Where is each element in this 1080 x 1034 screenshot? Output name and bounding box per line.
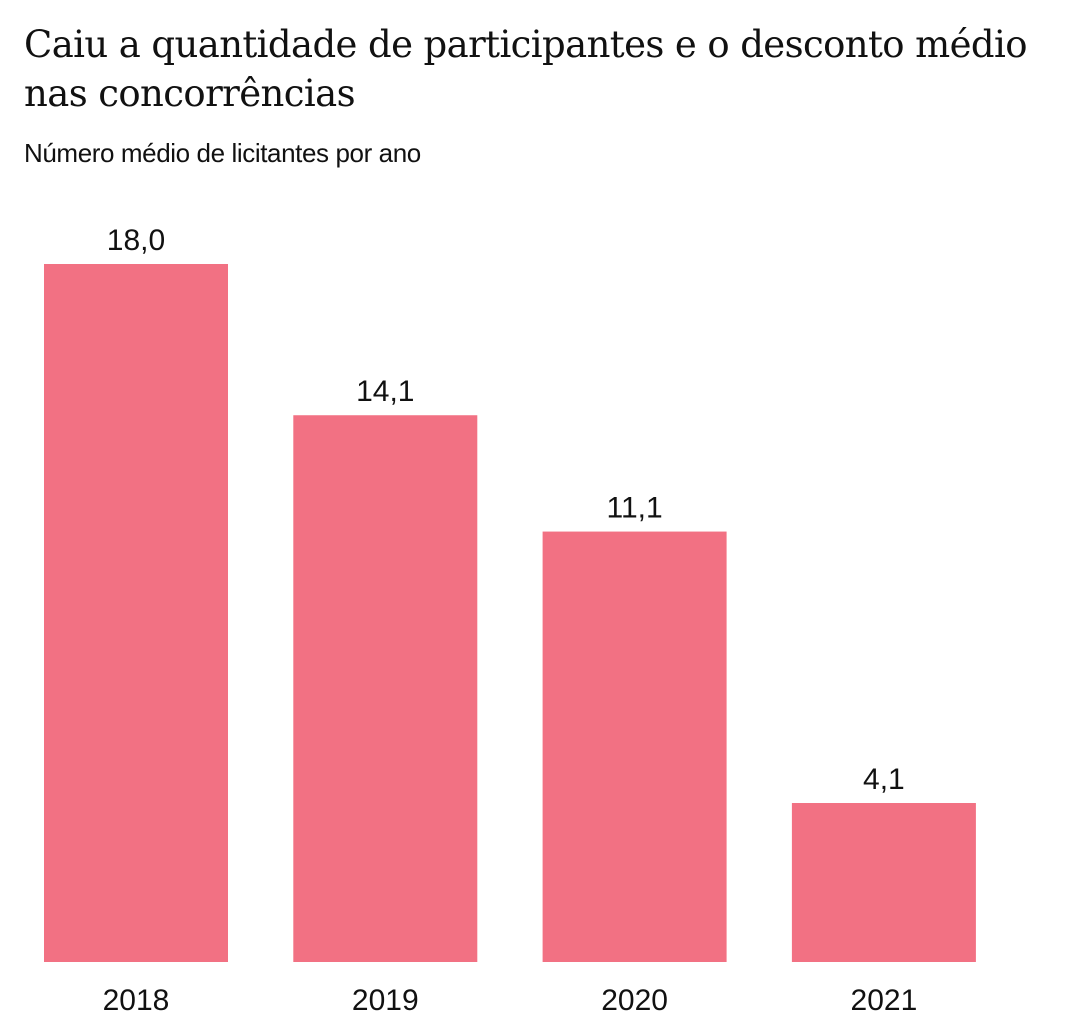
value-label-2020: 11,1	[607, 492, 663, 525]
chart-title: Caiu a quantidade de participantes e o d…	[24, 23, 1028, 115]
x-tick-label-2020: 2020	[601, 984, 668, 1017]
bar-2021	[791, 803, 976, 962]
value-label-2019: 14,1	[356, 375, 414, 408]
value-label-2021: 4,1	[863, 763, 905, 796]
bar-2018	[44, 264, 228, 962]
chart-subtitle: Número médio de licitantes por ano	[24, 138, 421, 168]
bar-2019	[293, 415, 478, 962]
x-tick-label-2019: 2019	[352, 984, 419, 1017]
x-tick-label-2018: 2018	[103, 984, 170, 1017]
value-label-2018: 18,0	[107, 224, 165, 257]
bar-2020	[542, 531, 727, 962]
x-tick-label-2021: 2021	[851, 984, 918, 1017]
